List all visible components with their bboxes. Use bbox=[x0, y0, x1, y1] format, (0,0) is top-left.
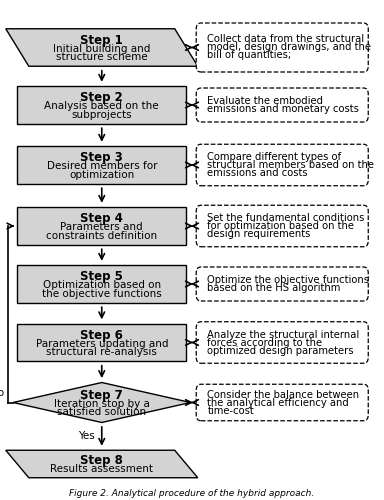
Text: optimization: optimization bbox=[69, 170, 134, 179]
Text: Step 2: Step 2 bbox=[80, 92, 123, 104]
Text: Optimize the objective functions: Optimize the objective functions bbox=[207, 275, 369, 285]
Text: Consider the balance between: Consider the balance between bbox=[207, 390, 359, 400]
Text: design requirements: design requirements bbox=[207, 229, 311, 239]
Text: optimized design parameters: optimized design parameters bbox=[207, 346, 354, 356]
FancyBboxPatch shape bbox=[17, 86, 186, 124]
Text: Step 1: Step 1 bbox=[80, 34, 123, 47]
Text: emissions and monetary costs: emissions and monetary costs bbox=[207, 104, 359, 114]
Text: bill of quantities;: bill of quantities; bbox=[207, 50, 291, 60]
Text: based on the HS algorithm: based on the HS algorithm bbox=[207, 283, 341, 293]
FancyBboxPatch shape bbox=[17, 207, 186, 244]
Text: Iteration stop by a: Iteration stop by a bbox=[54, 398, 150, 408]
Text: Parameters updating and: Parameters updating and bbox=[35, 338, 168, 348]
Text: Results assessment: Results assessment bbox=[50, 464, 153, 474]
Polygon shape bbox=[6, 28, 198, 66]
Polygon shape bbox=[6, 450, 198, 478]
Text: Step 3: Step 3 bbox=[80, 152, 123, 164]
FancyBboxPatch shape bbox=[196, 205, 368, 246]
Text: Compare different types of: Compare different types of bbox=[207, 152, 341, 162]
FancyBboxPatch shape bbox=[196, 23, 368, 72]
FancyBboxPatch shape bbox=[196, 267, 368, 301]
Text: Desired members for: Desired members for bbox=[46, 161, 157, 171]
FancyBboxPatch shape bbox=[196, 384, 368, 421]
FancyBboxPatch shape bbox=[196, 88, 368, 122]
FancyBboxPatch shape bbox=[17, 265, 186, 302]
Polygon shape bbox=[13, 382, 190, 422]
Text: for optimization based on the: for optimization based on the bbox=[207, 221, 354, 231]
Text: structural members based on the: structural members based on the bbox=[207, 160, 374, 170]
FancyBboxPatch shape bbox=[17, 146, 186, 184]
FancyBboxPatch shape bbox=[196, 144, 368, 186]
FancyBboxPatch shape bbox=[17, 324, 186, 361]
Text: Optimization based on: Optimization based on bbox=[43, 280, 161, 290]
Text: Step 8: Step 8 bbox=[80, 454, 123, 468]
Text: forces according to the: forces according to the bbox=[207, 338, 323, 347]
Text: satisfied solution: satisfied solution bbox=[57, 407, 146, 417]
Text: Step 6: Step 6 bbox=[80, 329, 123, 342]
Text: Collect data from the structural: Collect data from the structural bbox=[207, 34, 364, 44]
Text: time-cost: time-cost bbox=[207, 406, 254, 415]
Text: Analysis based on the: Analysis based on the bbox=[45, 101, 159, 111]
Text: subprojects: subprojects bbox=[71, 110, 132, 120]
Text: Evaluate the embodied: Evaluate the embodied bbox=[207, 96, 323, 106]
Text: Figure 2. Analytical procedure of the hybrid approach.: Figure 2. Analytical procedure of the hy… bbox=[70, 488, 314, 498]
Text: emissions and costs: emissions and costs bbox=[207, 168, 308, 178]
Text: No: No bbox=[0, 388, 4, 398]
Text: the objective functions: the objective functions bbox=[42, 288, 162, 298]
FancyBboxPatch shape bbox=[196, 322, 368, 363]
Text: Initial building and: Initial building and bbox=[53, 44, 151, 54]
Text: Step 7: Step 7 bbox=[80, 389, 123, 402]
Text: the analytical efficiency and: the analytical efficiency and bbox=[207, 398, 349, 407]
Text: Step 5: Step 5 bbox=[80, 270, 123, 283]
Text: Analyze the structural internal: Analyze the structural internal bbox=[207, 330, 359, 340]
Text: Parameters and: Parameters and bbox=[60, 222, 143, 232]
Text: Step 4: Step 4 bbox=[80, 212, 123, 226]
Text: Set the fundamental conditions: Set the fundamental conditions bbox=[207, 213, 365, 223]
Text: structure scheme: structure scheme bbox=[56, 52, 147, 62]
Text: structural re-analysis: structural re-analysis bbox=[46, 347, 157, 357]
Text: Yes: Yes bbox=[78, 432, 95, 442]
Text: model, design drawings, and the: model, design drawings, and the bbox=[207, 42, 371, 52]
Text: constraints definition: constraints definition bbox=[46, 230, 157, 240]
